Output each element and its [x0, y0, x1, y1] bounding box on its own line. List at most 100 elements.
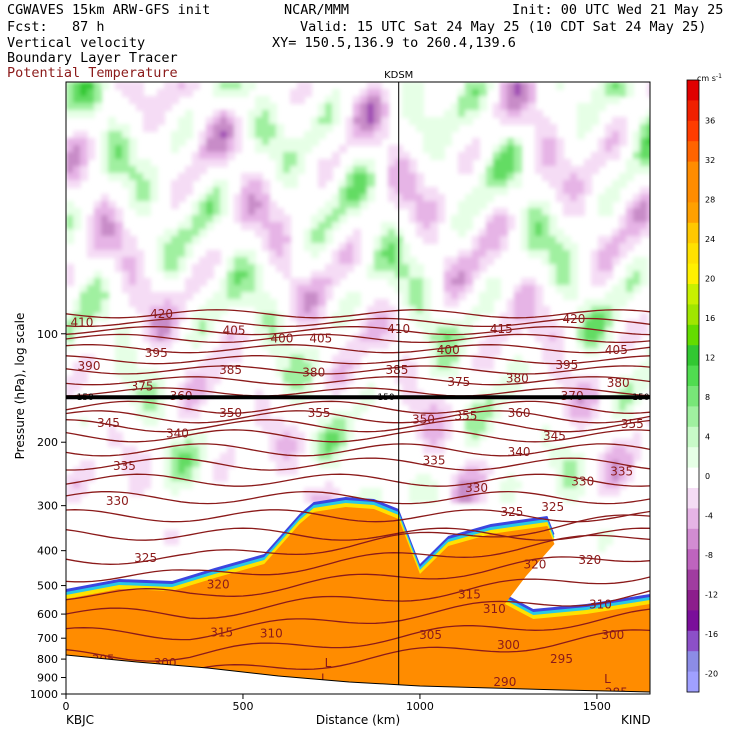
y-tick-label: 600	[37, 608, 58, 621]
field-vertical-velocity: Vertical velocity	[7, 35, 146, 51]
theta-label: 385	[219, 363, 242, 377]
theta-label: 335	[113, 459, 136, 473]
y-tick-label: 200	[37, 436, 58, 449]
colorbar-swatch	[687, 426, 699, 448]
colorbar-swatch	[687, 386, 699, 407]
theta-label: 335	[423, 454, 446, 468]
y-axis: 100 200 300 400 500 600 700 800 900 1000	[30, 328, 66, 701]
theta-contour	[66, 344, 650, 354]
colorbar-swatch	[687, 365, 699, 387]
theta-contour	[66, 490, 650, 505]
theta-label: 395	[555, 358, 578, 372]
colorbar-swatch	[687, 467, 699, 489]
theta-label: 415	[490, 322, 513, 336]
theta-label: 310	[589, 598, 612, 612]
theta-label: 330	[465, 481, 488, 495]
tracer-core	[66, 507, 650, 694]
valid-time: Valid: 15 UTC Sat 24 May 25 (10 CDT Sat …	[300, 19, 707, 35]
boundary-layer-tracer	[66, 497, 650, 694]
x-tick-label: 0	[63, 700, 70, 713]
colorbar-frame	[686, 79, 700, 693]
theta-label: 405	[605, 343, 628, 357]
theta-label: 320	[207, 578, 230, 592]
theta-label: 355	[308, 406, 331, 420]
colorbar-swatch	[687, 630, 699, 652]
theta-label: 300	[497, 638, 520, 652]
colorbar-label: 8	[705, 393, 710, 402]
vertical-velocity-field	[66, 82, 650, 566]
y-tick-label: 900	[37, 672, 58, 685]
theta-label: 330	[106, 494, 129, 508]
theta-label: 320	[578, 553, 601, 567]
theta-contour	[66, 365, 650, 375]
y-tick-label: 700	[37, 632, 58, 645]
colorbar-label: -4	[705, 511, 713, 520]
x-axis: 0 500 1000 1500	[63, 694, 611, 713]
xy-section-endpoints: XY= 150.5,136.9 to 260.4,139.6	[272, 35, 516, 51]
theta-label: 395	[145, 346, 168, 360]
colorbar-swatch	[687, 528, 699, 550]
colorbar-swatch	[687, 141, 699, 163]
theta-label: 300	[601, 628, 624, 642]
theta-label: 315	[458, 588, 481, 602]
theta-label: 360	[508, 406, 531, 420]
colorbar-swatch	[687, 406, 699, 428]
colorbar-swatch	[687, 161, 699, 183]
theta-contour	[66, 309, 650, 319]
colorbar-swatch	[687, 569, 699, 591]
theta-label: 410	[70, 315, 93, 329]
colorbar-unit: cm s-1	[697, 73, 722, 83]
theta-label: 320	[524, 557, 547, 571]
tropopause-label-right: 150	[632, 393, 649, 403]
y-tick-label: 400	[37, 545, 58, 558]
colorbar-swatch	[687, 488, 699, 509]
x-tick-label: 1500	[583, 700, 611, 713]
theta-label: 290	[493, 675, 516, 689]
theta-label: 405	[309, 331, 332, 345]
y-tick-label: 800	[37, 653, 58, 666]
theta-contour	[66, 355, 650, 365]
theta-contour	[66, 376, 650, 386]
y-tick-label: 500	[37, 580, 58, 593]
colorbar-swatch	[687, 610, 699, 632]
theta-contour	[66, 590, 650, 641]
colorbar-label: 28	[705, 195, 715, 204]
colorbar-swatch	[687, 345, 699, 367]
theta-label: 380	[302, 365, 325, 379]
theta-label: 315	[210, 626, 233, 640]
colorbar-unit-base: cm s	[697, 74, 716, 83]
colorbar-swatch	[687, 243, 699, 265]
theta-contour	[66, 608, 650, 662]
theta-label: 340	[508, 445, 531, 459]
field-potential-temperature: Potential Temperature	[7, 65, 178, 81]
kdsm-station-label: KDSM	[384, 70, 413, 81]
theta-contour	[66, 429, 650, 443]
theta-contour	[66, 317, 650, 328]
theta-contour	[66, 443, 650, 457]
theta-label: 380	[607, 376, 630, 390]
colorbar-swatch	[687, 447, 699, 469]
theta-label: 375	[447, 375, 470, 389]
tropopause-label-center: 150	[377, 393, 394, 403]
y-tick-label: 100	[37, 328, 58, 341]
colorbar-swatch	[687, 202, 699, 224]
colorbar-swatch	[687, 549, 699, 571]
colorbar-label: 12	[705, 353, 715, 362]
colorbar-label: 0	[705, 472, 710, 481]
theta-contour	[66, 333, 650, 344]
colorbar-label: 24	[705, 235, 715, 244]
theta-label: 355	[454, 409, 477, 423]
theta-label: 285	[605, 685, 628, 699]
theta-contour	[66, 514, 650, 565]
colorbar-label: 36	[705, 116, 715, 125]
theta-label: L	[604, 672, 611, 686]
colorbar-swatch	[687, 671, 699, 693]
colorbar-label: -20	[705, 669, 718, 678]
theta-label: 345	[97, 416, 120, 430]
theta-contour	[66, 410, 650, 424]
theta-label: 340	[166, 426, 189, 440]
theta-contour	[66, 419, 650, 433]
theta-contour	[66, 387, 650, 397]
